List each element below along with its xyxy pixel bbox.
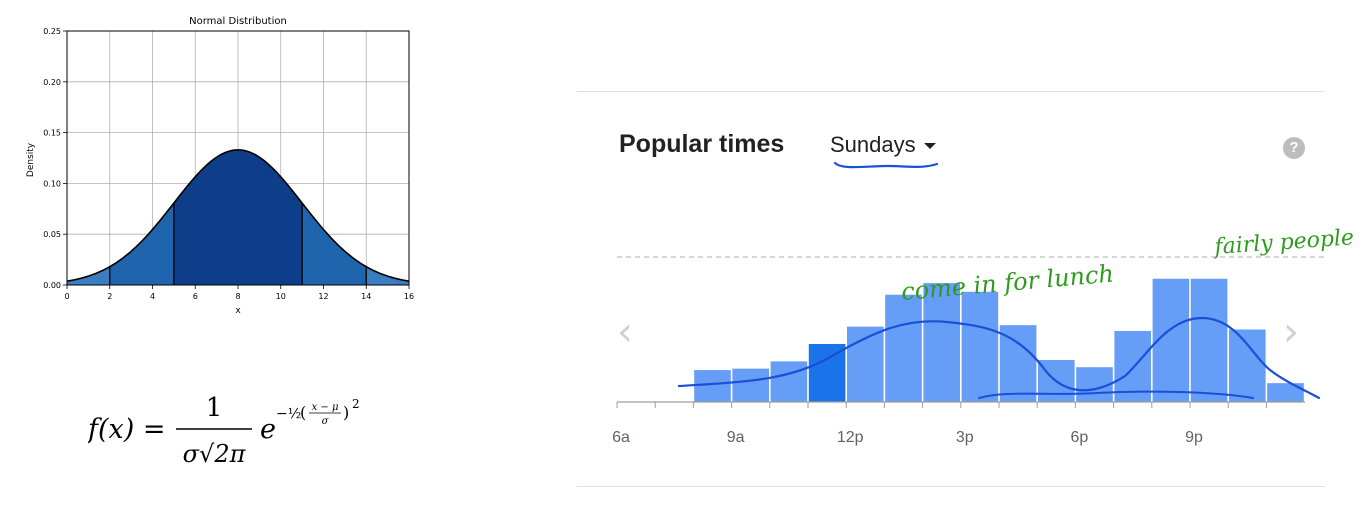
x-axis-label: x [235, 306, 241, 316]
formula-exponent-coef: −½ [276, 406, 301, 422]
density-region [173, 149, 303, 285]
hour-labels: 6a 9a 12p 3p 6p 9p [612, 429, 1203, 446]
bars [694, 278, 1304, 402]
bar [847, 326, 884, 402]
hour-label: 6p [1071, 429, 1089, 446]
bar [885, 294, 922, 402]
next-chevron-icon[interactable]: › [1283, 309, 1299, 355]
y-tick-label: 0.15 [43, 129, 61, 138]
popular-times-title: Popular times [619, 130, 785, 158]
bar [770, 361, 808, 402]
y-ticks: 0.00 0.05 0.10 0.15 0.20 0.25 [43, 27, 67, 290]
x-tick-label: 8 [235, 292, 240, 301]
region-dividers [109, 203, 367, 285]
bar [732, 368, 769, 402]
bar [808, 344, 846, 402]
bottom-divider [577, 486, 1325, 487]
bar [1114, 330, 1151, 402]
normal-pdf-formula: f(x) = 1 σ√2π e −½ ( x − μ σ ) 2 [88, 393, 360, 468]
hour-label: 3p [956, 429, 974, 446]
formula-exponent-power: 2 [352, 397, 360, 411]
formula-exponent-frac-num: x − μ [312, 402, 339, 413]
formula-exponent-open: ( [300, 403, 306, 422]
y-tick-label: 0.10 [43, 179, 61, 188]
x-tick-label: 12 [318, 292, 328, 301]
popular-times-panel: Popular times Sundays ? ‹ › 6a 9a 12p 3p 6p 9… [577, 0, 1366, 522]
annotation-lunch-note: come in for lunch [900, 260, 1115, 306]
y-tick-label: 0.00 [43, 281, 61, 290]
y-tick-label: 0.20 [43, 78, 61, 87]
x-ticks: 0 2 4 6 8 10 12 14 16 [64, 285, 414, 301]
annotation-people-note: fairly people [1212, 225, 1355, 260]
popular-times-chart: 6a 9a 12p 3p 6p 9p come in for lunch fairly p… [612, 161, 1355, 446]
hour-label: 9a [727, 429, 745, 446]
bar [694, 370, 731, 402]
handwritten-lunch-curve [677, 316, 1321, 400]
hour-label: 9p [1185, 429, 1203, 446]
formula-denominator: σ√2π [183, 440, 247, 468]
day-selector-label: Sundays [830, 132, 916, 157]
prev-chevron-icon[interactable]: ‹ [617, 309, 633, 355]
bar [1229, 329, 1266, 402]
x-tick-label: 16 [404, 292, 414, 301]
density-fill [67, 149, 409, 285]
day-selector[interactable]: Sundays [830, 132, 936, 158]
top-divider [577, 91, 1325, 92]
bar [923, 283, 960, 402]
formula-base: e [260, 414, 276, 445]
normal-distribution-chart: Normal Distribution 0 2 4 6 8 10 12 14 16 0.000.… [26, 16, 414, 316]
density-region [67, 266, 110, 285]
help-icon[interactable]: ? [1283, 137, 1305, 159]
y-tick-label: 0.25 [43, 27, 61, 36]
x-tick-label: 0 [64, 292, 69, 301]
bar [1190, 278, 1228, 402]
x-tick-label: 6 [193, 292, 198, 301]
dropdown-caret-icon [923, 143, 936, 150]
bar [961, 291, 999, 402]
formula-exponent-frac-den: σ [322, 416, 330, 427]
hour-label: 12p [837, 429, 864, 446]
chart-title: Normal Distribution [189, 16, 287, 27]
x-tick-label: 4 [150, 292, 155, 301]
bar [1038, 359, 1075, 402]
bar [1076, 367, 1113, 402]
hour-ticks [616, 402, 1267, 408]
formula-lhs: f(x) = [88, 414, 166, 445]
bar [999, 325, 1037, 402]
formula-exponent-close: ) [343, 403, 349, 422]
density-region [366, 266, 409, 285]
formula-numerator: 1 [206, 393, 223, 423]
handwritten-evening-curve [978, 390, 1254, 399]
bar [1267, 383, 1304, 402]
y-axis-label: Density [26, 142, 36, 177]
x-tick-label: 10 [276, 292, 286, 301]
x-tick-label: 14 [361, 292, 371, 301]
bar [1152, 278, 1190, 402]
x-tick-label: 2 [107, 292, 112, 301]
hour-label: 6a [612, 429, 630, 446]
handwritten-underline [833, 161, 939, 169]
density-curve [66, 149, 410, 282]
y-tick-label: 0.05 [43, 230, 61, 239]
